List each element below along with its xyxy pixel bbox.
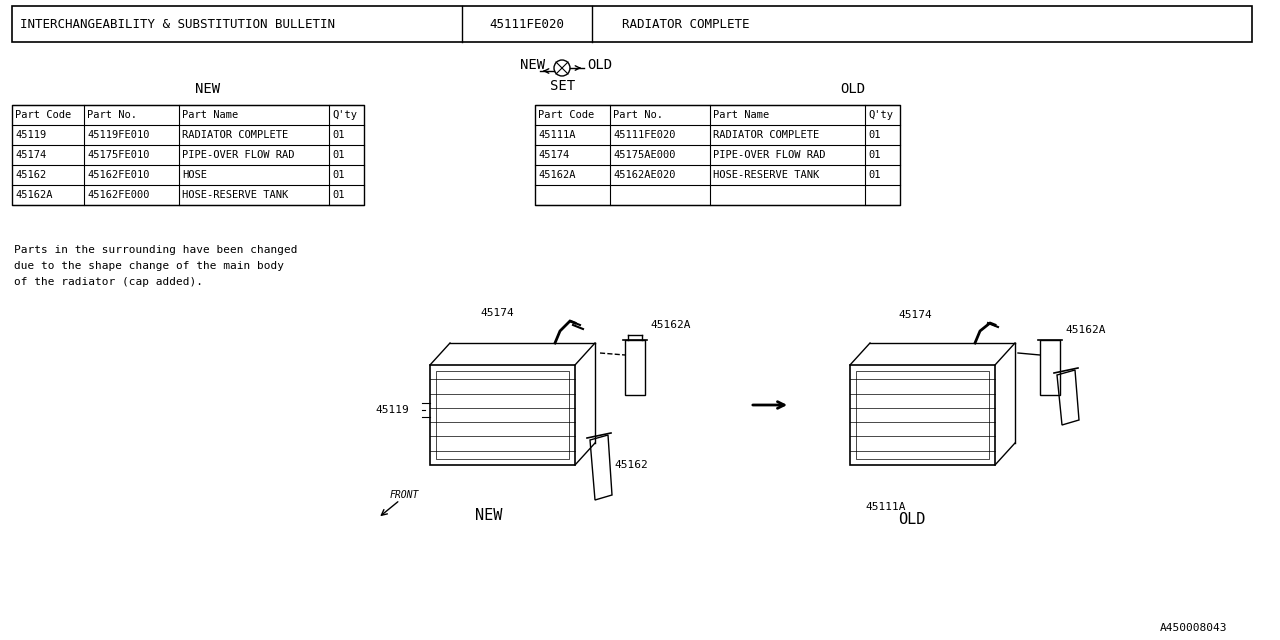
Text: 01: 01 — [868, 170, 881, 180]
Bar — [12, 105, 364, 205]
Text: 01: 01 — [332, 190, 344, 200]
Text: OLD: OLD — [588, 58, 612, 72]
Text: INTERCHANGEABILITY & SUBSTITUTION BULLETIN: INTERCHANGEABILITY & SUBSTITUTION BULLET… — [20, 17, 335, 31]
Text: RADIATOR COMPLETE: RADIATOR COMPLETE — [182, 130, 288, 140]
Text: 45174: 45174 — [538, 150, 570, 160]
Text: Q'ty: Q'ty — [868, 110, 893, 120]
Text: HOSE-RESERVE TANK: HOSE-RESERVE TANK — [713, 170, 819, 180]
Bar — [12, 6, 1252, 42]
Text: 45162: 45162 — [15, 170, 46, 180]
Text: FRONT: FRONT — [390, 490, 420, 500]
Text: Part Name: Part Name — [182, 110, 238, 120]
Text: Part Code: Part Code — [538, 110, 594, 120]
Text: Part No.: Part No. — [613, 110, 663, 120]
Text: 01: 01 — [868, 130, 881, 140]
Text: 01: 01 — [332, 130, 344, 140]
Text: Part Code: Part Code — [15, 110, 72, 120]
Text: A450008043: A450008043 — [1160, 623, 1228, 633]
Text: of the radiator (cap added).: of the radiator (cap added). — [14, 277, 204, 287]
Text: 01: 01 — [332, 170, 344, 180]
Text: 45119: 45119 — [15, 130, 46, 140]
Text: 45162FE000: 45162FE000 — [87, 190, 150, 200]
Text: 01: 01 — [332, 150, 344, 160]
Bar — [856, 371, 989, 459]
Text: RADIATOR COMPLETE: RADIATOR COMPLETE — [622, 17, 750, 31]
Text: 45162FE010: 45162FE010 — [87, 170, 150, 180]
Text: 45175AE000: 45175AE000 — [613, 150, 676, 160]
Text: SET: SET — [550, 79, 575, 93]
Text: NEW: NEW — [520, 58, 545, 72]
Text: 01: 01 — [868, 150, 881, 160]
Text: HOSE-RESERVE TANK: HOSE-RESERVE TANK — [182, 190, 288, 200]
Text: 45162A: 45162A — [1065, 325, 1106, 335]
Text: 45162A: 45162A — [650, 320, 690, 330]
Text: NEW: NEW — [475, 508, 502, 522]
Text: RADIATOR COMPLETE: RADIATOR COMPLETE — [713, 130, 819, 140]
Text: 45119: 45119 — [375, 405, 408, 415]
Text: 45119FE010: 45119FE010 — [87, 130, 150, 140]
Text: OLD: OLD — [899, 513, 925, 527]
Text: Q'ty: Q'ty — [332, 110, 357, 120]
Text: 45162A: 45162A — [15, 190, 52, 200]
Text: 45111FE020: 45111FE020 — [613, 130, 676, 140]
Text: 45111FE020: 45111FE020 — [489, 17, 564, 31]
Text: NEW: NEW — [195, 82, 220, 96]
Text: PIPE-OVER FLOW RAD: PIPE-OVER FLOW RAD — [713, 150, 826, 160]
Text: PIPE-OVER FLOW RAD: PIPE-OVER FLOW RAD — [182, 150, 294, 160]
Text: HOSE: HOSE — [182, 170, 207, 180]
Text: 45175FE010: 45175FE010 — [87, 150, 150, 160]
Text: Part Name: Part Name — [713, 110, 769, 120]
Text: 45162: 45162 — [614, 460, 648, 470]
Text: 45111A: 45111A — [538, 130, 576, 140]
Text: 45174: 45174 — [480, 308, 513, 318]
Text: OLD: OLD — [840, 82, 865, 96]
Text: 45174: 45174 — [15, 150, 46, 160]
Bar — [535, 105, 900, 205]
Text: 45162AE020: 45162AE020 — [613, 170, 676, 180]
Text: 45162A: 45162A — [538, 170, 576, 180]
Text: 45111A: 45111A — [865, 502, 905, 512]
Text: Parts in the surrounding have been changed: Parts in the surrounding have been chang… — [14, 245, 297, 255]
Text: Part No.: Part No. — [87, 110, 137, 120]
Bar — [436, 371, 570, 459]
Text: 45174: 45174 — [899, 310, 932, 320]
Text: due to the shape change of the main body: due to the shape change of the main body — [14, 261, 284, 271]
